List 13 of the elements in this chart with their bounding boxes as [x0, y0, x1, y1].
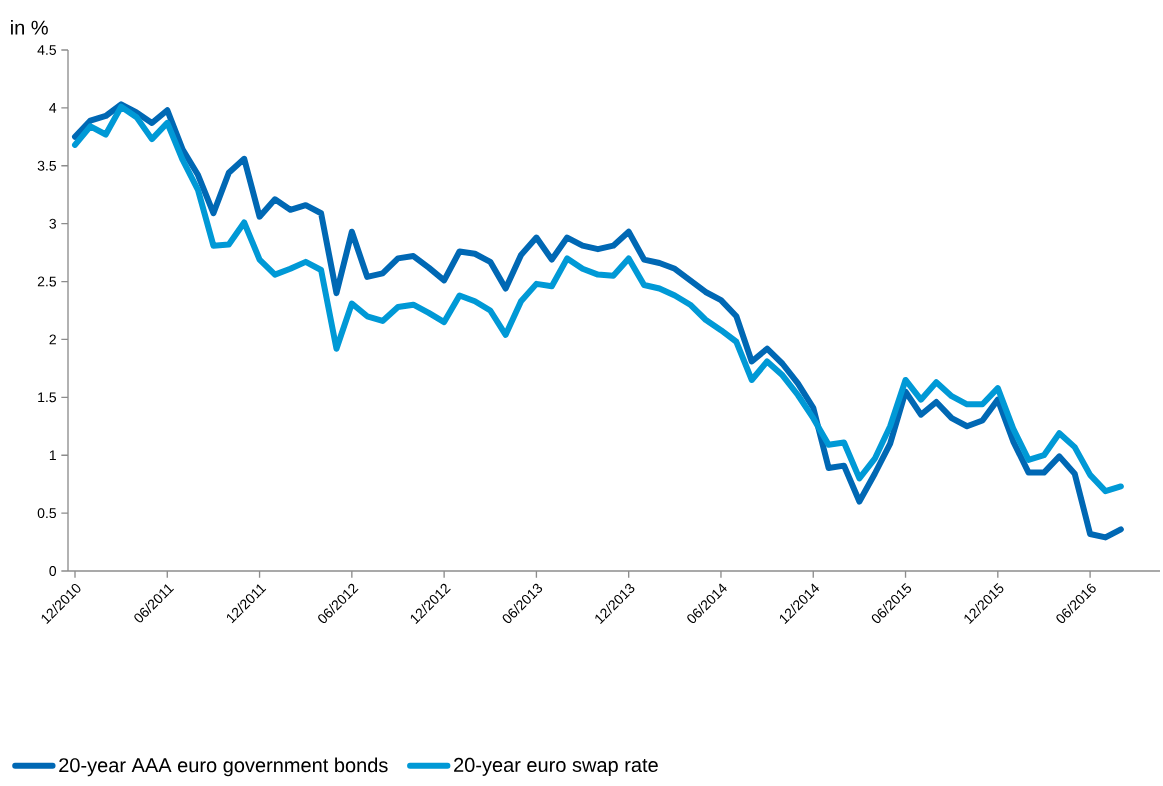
- y-tick-label: 2.5: [37, 276, 57, 287]
- y-tick-label: 2: [49, 334, 56, 345]
- y-tick-label: 0.5: [37, 508, 57, 519]
- y-tick-label: 3.5: [37, 160, 57, 171]
- legend-label: 20-year euro swap rate: [454, 757, 658, 776]
- y-tick-label: 1: [49, 450, 56, 461]
- y-tick-label: 3: [49, 218, 57, 229]
- y-axis-title: in %: [11, 20, 48, 35]
- y-tick-label: 4: [49, 103, 57, 113]
- y-tick-label: 0: [49, 566, 57, 576]
- y-tick-label: 1.5: [38, 392, 57, 403]
- legend-label: 20-year AAA euro government bonds: [59, 757, 388, 777]
- y-tick-label: 4.5: [37, 45, 57, 55]
